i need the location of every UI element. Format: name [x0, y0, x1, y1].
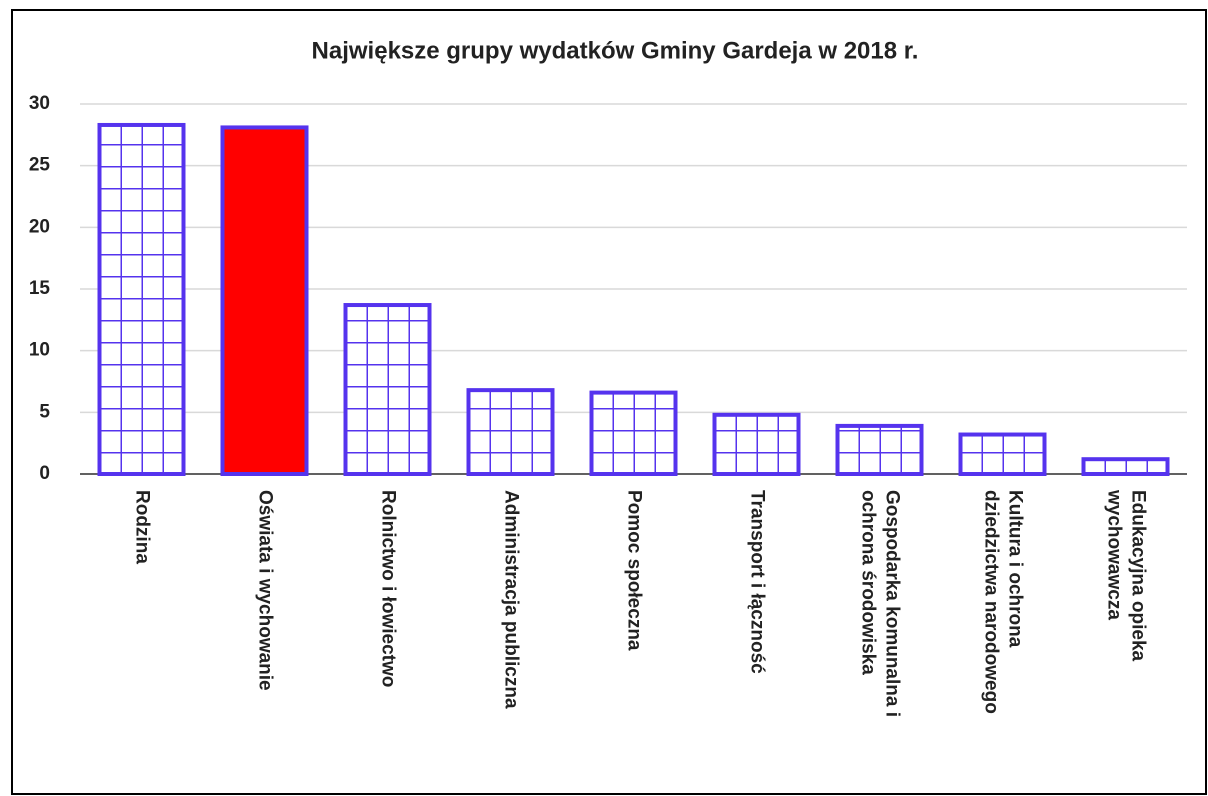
- x-tick-label: Administracja publiczna: [500, 490, 521, 709]
- bar: [589, 390, 678, 477]
- x-tick-label: dziedzictwa narodowego: [980, 490, 1001, 714]
- y-tick-label: 25: [29, 155, 51, 176]
- y-tick-label: 5: [39, 401, 50, 422]
- y-tick-label: 20: [29, 216, 50, 237]
- x-tick-label: Rolnictwo i łowiectwo: [377, 490, 398, 687]
- x-tick-label: Kultura i ochrona: [1004, 490, 1025, 648]
- bar: [466, 388, 555, 476]
- x-tick-label: Gospodarka komunalna i: [881, 490, 902, 717]
- x-tick-label: Oświata i wychowanie: [254, 490, 275, 691]
- y-tick-label: 0: [39, 463, 50, 484]
- y-tick-label: 30: [29, 93, 50, 114]
- bar: [835, 423, 924, 476]
- chart-title: Największe grupy wydatków Gminy Gardeja …: [312, 37, 919, 64]
- y-tick-label: 15: [29, 278, 51, 299]
- x-tick-label: Rodzina: [131, 490, 152, 564]
- y-tick-label: 10: [29, 340, 50, 361]
- x-tick-label: Transport i łączność: [746, 490, 767, 674]
- bar: [343, 303, 432, 476]
- x-tick-label: Pomoc społeczna: [623, 490, 644, 651]
- bar: [712, 412, 801, 476]
- bar: [97, 122, 186, 476]
- bar: [220, 125, 309, 477]
- x-tick-label: ochrona środowiska: [857, 490, 878, 675]
- bar: [1081, 457, 1170, 477]
- x-tick-label: Edukacyjna opieka: [1127, 490, 1148, 662]
- x-tick-label: wychowawcza: [1103, 489, 1124, 620]
- bar: [958, 432, 1047, 476]
